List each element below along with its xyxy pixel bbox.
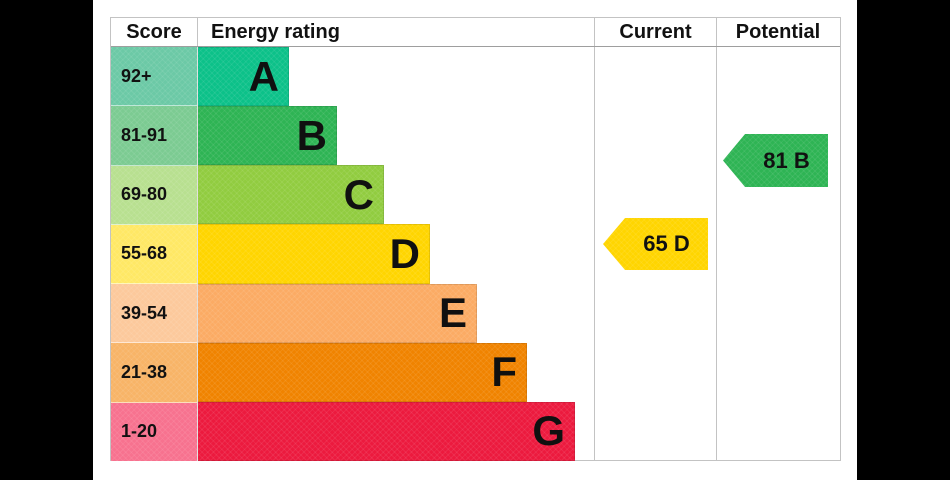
bar-row-b: B xyxy=(198,106,594,166)
score-range-c: 69-80 xyxy=(111,165,197,225)
score-range-f: 21-38 xyxy=(111,343,197,403)
potential-rating-arrow: 81 B xyxy=(723,134,828,187)
header-score: Score xyxy=(126,20,182,43)
rating-bars-column: A B C D E F G xyxy=(197,47,594,461)
rating-bar-b: B xyxy=(198,106,337,166)
score-range-g: 1-20 xyxy=(111,402,197,461)
bar-row-a: A xyxy=(198,47,594,107)
score-range-a: 92+ xyxy=(111,47,197,107)
table-body: 92+ 81-91 69-80 55-68 39-54 21-38 1-20 A… xyxy=(111,47,840,461)
potential-rating-label: 81 B xyxy=(763,147,810,173)
rating-bar-d: D xyxy=(198,224,430,284)
bar-row-e: E xyxy=(198,283,594,343)
rating-bar-g: G xyxy=(198,401,575,461)
score-range-e: 39-54 xyxy=(111,284,197,344)
epc-chart-page: Score Energy rating Current Potential 92… xyxy=(93,0,857,480)
score-column: 92+ 81-91 69-80 55-68 39-54 21-38 1-20 xyxy=(111,47,197,461)
epc-rating-table: Score Energy rating Current Potential 92… xyxy=(110,17,841,461)
rating-bar-c: C xyxy=(198,165,384,225)
header-potential: Potential xyxy=(716,18,839,46)
current-rating-label: 65 D xyxy=(643,231,690,256)
bar-row-f: F xyxy=(198,342,594,402)
potential-column xyxy=(716,47,839,461)
rating-bar-a: A xyxy=(198,47,289,107)
rating-bar-e: E xyxy=(198,283,477,343)
header-energy-rating: Energy rating xyxy=(197,18,594,46)
table-header-row: Score Energy rating Current Potential xyxy=(111,18,840,47)
bar-row-c: C xyxy=(198,165,594,225)
rating-bar-f: F xyxy=(198,342,527,402)
current-column xyxy=(594,47,716,461)
score-range-b: 81-91 xyxy=(111,106,197,166)
bar-row-d: D xyxy=(198,224,594,284)
current-rating-arrow: 65 D xyxy=(603,218,708,270)
bar-row-g: G xyxy=(198,401,594,461)
header-current: Current xyxy=(594,18,716,46)
score-range-d: 55-68 xyxy=(111,224,197,285)
